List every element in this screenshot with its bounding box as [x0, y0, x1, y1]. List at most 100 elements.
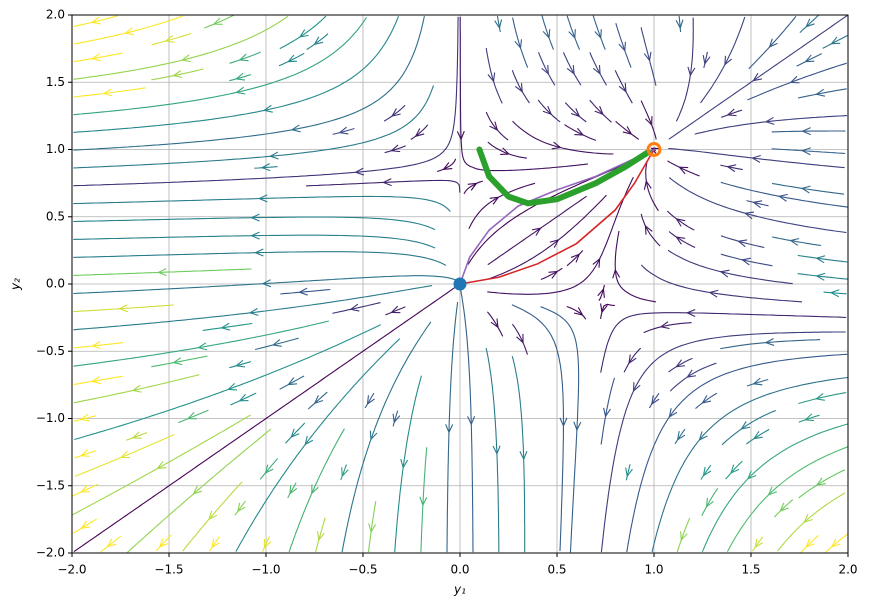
streamline [562, 52, 582, 86]
streamline-arrow [767, 486, 778, 496]
streamline [74, 433, 175, 477]
streamline-arrow [289, 484, 298, 495]
streamline-arrow [726, 108, 737, 117]
streamline [774, 499, 794, 518]
streamline [798, 414, 820, 423]
streamline [73, 16, 459, 187]
streamline-arrow [805, 18, 815, 28]
streamline-arrow [234, 72, 246, 81]
streamline [496, 15, 501, 33]
streamline [486, 311, 504, 337]
y-tick-label: 0.0 [46, 277, 65, 291]
streamline [701, 488, 719, 516]
streamline-arrow [487, 72, 496, 83]
streamline-arrow [211, 538, 220, 549]
streamline-arrow [90, 376, 101, 385]
streamline [73, 15, 183, 45]
streamline [564, 124, 597, 141]
streamline-arrow [390, 144, 401, 153]
streamline [74, 324, 381, 441]
y-tick-label: 2.0 [46, 8, 65, 22]
y-tick-label: 1.0 [46, 142, 65, 156]
x-tick-label: −1.0 [251, 563, 280, 577]
streamline-arrow [592, 64, 601, 75]
streamline-arrow [702, 466, 712, 477]
streamline-arrow [805, 538, 815, 548]
streamline-arrow [622, 126, 633, 135]
streamline-arrow [829, 289, 840, 298]
streamline-arrow [830, 36, 841, 45]
streamline [73, 251, 447, 266]
streamline [72, 414, 251, 516]
streamline-arrow [257, 194, 268, 203]
streamline [668, 15, 848, 140]
streamline-arrow [603, 407, 611, 418]
streamline [468, 182, 536, 230]
x-tick-label: 2.0 [838, 563, 857, 577]
streamline-arrow [752, 431, 763, 440]
streamline-arrow [730, 464, 740, 475]
streamline [777, 492, 846, 552]
streamline [459, 286, 474, 553]
x-tick-label: −2.0 [57, 563, 86, 577]
streamline [410, 124, 429, 140]
streamline-arrow [675, 218, 686, 227]
streamline-arrow [570, 108, 581, 118]
streamline-arrow [804, 413, 815, 422]
streamline [287, 482, 297, 499]
streamline [73, 15, 118, 27]
streamline [614, 230, 657, 303]
streamline-arrow [779, 502, 789, 512]
streamline [589, 52, 607, 86]
streamline [315, 517, 326, 553]
streamline [541, 15, 555, 50]
streamline-arrow [592, 257, 601, 268]
streamline-arrow [262, 104, 273, 113]
streamline [100, 535, 122, 553]
streamline-arrow [687, 66, 696, 77]
streamline-arrow [250, 213, 260, 222]
streamline [178, 409, 209, 424]
streamline [771, 130, 846, 133]
streamline [725, 460, 743, 480]
streamline [367, 501, 377, 553]
streamline [73, 87, 146, 98]
streamline [202, 322, 253, 331]
streamline [73, 342, 124, 349]
streamline [463, 180, 483, 195]
equilibrium-point [453, 277, 467, 291]
streamline-arrow [830, 538, 841, 548]
streamline-arrow [514, 39, 523, 50]
streamline-arrow [815, 272, 826, 281]
streamline [752, 536, 764, 552]
streamline [235, 338, 401, 552]
streamline-arrow [542, 105, 553, 116]
streamline-arrow [743, 211, 755, 220]
streamline-arrow [354, 167, 365, 176]
streamline-arrow [801, 127, 811, 136]
streamline [511, 323, 529, 355]
streamline-arrow [726, 164, 737, 173]
streamline-arrow [382, 178, 392, 187]
streamline [592, 15, 606, 50]
streamline-arrow [419, 496, 428, 507]
streamline [73, 375, 123, 386]
streamline [746, 428, 770, 445]
streamline [259, 457, 279, 480]
streamline [797, 254, 848, 263]
streamline [694, 115, 848, 135]
streamline [540, 267, 563, 281]
streamline-arrow [752, 72, 763, 82]
streamline [73, 268, 252, 276]
streamline [667, 160, 700, 177]
streamline-arrow [708, 289, 719, 298]
streamline-arrow [698, 431, 708, 441]
streamline-arrow [680, 531, 688, 542]
streamline [566, 15, 581, 50]
streamline-arrow [271, 339, 282, 347]
streamline-arrow [91, 341, 101, 350]
streamline-arrow [238, 53, 249, 62]
streamline [615, 23, 632, 68]
streamline [600, 377, 616, 445]
